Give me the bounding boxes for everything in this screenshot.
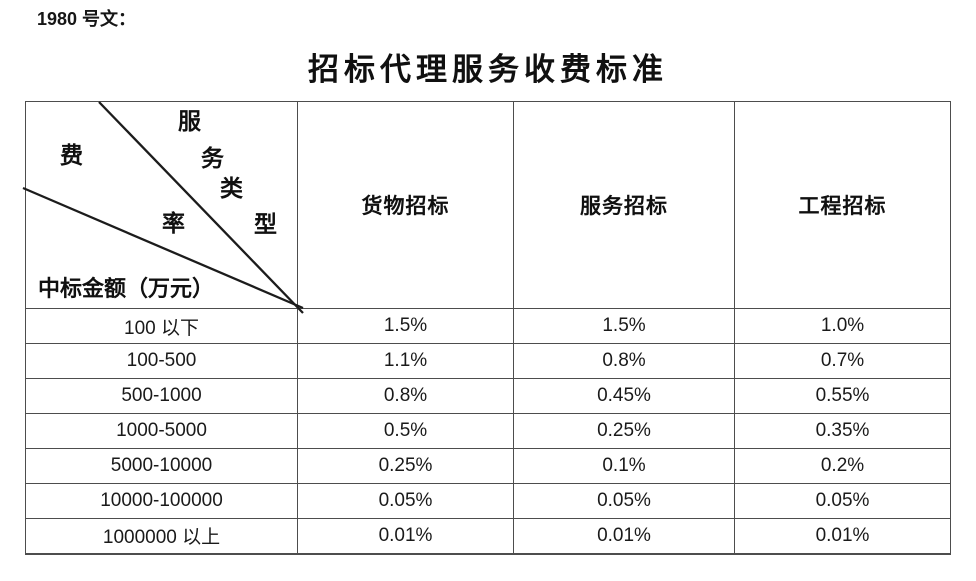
table-row: 100-500 1.1% 0.8% 0.7% [25, 343, 951, 379]
fee-cell: 1.1% [297, 343, 514, 379]
fee-cell: 0.05% [297, 483, 514, 519]
fee-cell: 0.01% [734, 518, 951, 554]
corner-char-service-3: 类 [220, 176, 243, 201]
fee-cell: 0.05% [513, 483, 735, 519]
page-title: 招标代理服务收费标准 [308, 52, 668, 87]
fee-cell: 0.25% [513, 413, 735, 449]
table-header-row: 服 务 类 型 费 率 中标金额（万元） 货物招标 服务招标 工程招标 [22, 101, 951, 314]
row-label: 100 以下 [25, 308, 298, 344]
fee-cell: 0.5% [297, 413, 514, 449]
corner-row-axis-label: 中标金额（万元） [38, 276, 215, 301]
fee-cell: 0.01% [513, 518, 735, 554]
table-row: 1000-5000 0.5% 0.25% 0.35% [25, 413, 951, 449]
fee-cell: 1.0% [734, 308, 951, 344]
fee-cell: 0.2% [734, 448, 951, 484]
table-row: 100 以下 1.5% 1.5% 1.0% [25, 308, 951, 344]
table-row: 1000000 以上 0.01% 0.01% 0.01% [25, 518, 951, 554]
row-label: 500-1000 [25, 378, 298, 414]
corner-char-service-1: 服 [178, 109, 201, 134]
fee-cell: 0.7% [734, 343, 951, 379]
fee-cell: 0.55% [734, 378, 951, 414]
fee-cell: 0.8% [297, 378, 514, 414]
diagonal-divider-lines [22, 101, 304, 314]
fee-cell: 0.1% [513, 448, 735, 484]
row-label: 100-500 [25, 343, 298, 379]
corner-char-rate: 率 [162, 211, 185, 236]
table-row: 5000-10000 0.25% 0.1% 0.2% [25, 448, 951, 484]
fee-table: 服 务 类 型 费 率 中标金额（万元） 货物招标 服务招标 工程招标 100 … [22, 101, 951, 555]
row-label: 1000000 以上 [25, 518, 298, 554]
fee-cell: 0.25% [297, 448, 514, 484]
column-header-works: 工程招标 [734, 101, 951, 309]
fee-cell: 0.35% [734, 413, 951, 449]
fee-cell: 0.8% [513, 343, 735, 379]
fee-cell: 0.05% [734, 483, 951, 519]
corner-char-service-2: 务 [201, 146, 224, 171]
row-label: 10000-100000 [25, 483, 298, 519]
corner-char-service-4: 型 [254, 212, 277, 237]
table-row: 10000-100000 0.05% 0.05% 0.05% [25, 483, 951, 519]
row-label: 5000-10000 [25, 448, 298, 484]
fee-cell: 0.01% [297, 518, 514, 554]
fee-cell: 0.45% [513, 378, 735, 414]
column-header-services: 服务招标 [513, 101, 735, 309]
column-header-goods: 货物招标 [297, 101, 514, 309]
table-row: 500-1000 0.8% 0.45% 0.55% [25, 378, 951, 414]
fee-cell: 1.5% [297, 308, 514, 344]
table-corner-cell: 服 务 类 型 费 率 中标金额（万元） [22, 101, 304, 314]
row-label: 1000-5000 [25, 413, 298, 449]
doc-ref-label: 1980 号文： [37, 9, 137, 29]
fee-cell: 1.5% [513, 308, 735, 344]
corner-char-fee: 费 [60, 143, 83, 168]
